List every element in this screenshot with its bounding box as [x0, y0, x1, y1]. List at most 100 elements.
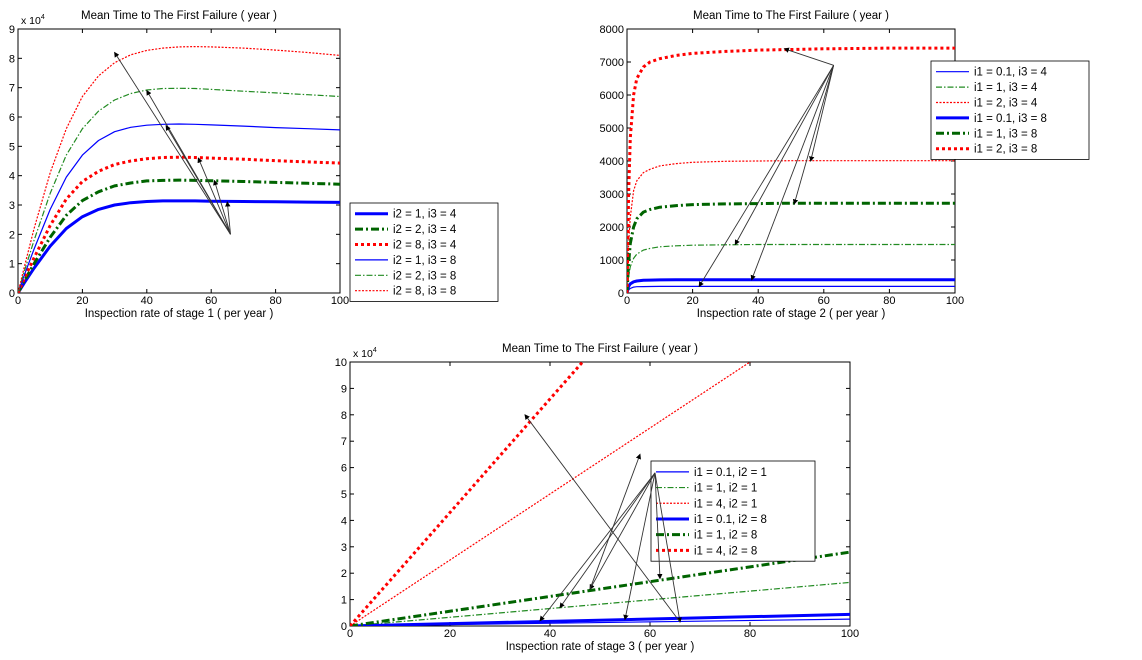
chart-1: Mean Time to The First Failure ( year ) 0… — [9, 10, 499, 320]
series-line-4 — [350, 612, 850, 626]
legend-label: i2 = 2, i3 = 8 — [393, 270, 456, 282]
series-line-4 — [18, 123, 340, 293]
x-tick-label: 60 — [644, 628, 656, 640]
y-tick-label: 0 — [9, 288, 15, 300]
plot-frame — [17, 28, 341, 294]
series-group — [627, 46, 955, 293]
legend-label: i1 = 0.1, i3 = 8 — [974, 113, 1047, 125]
legend-label: i2 = 8, i3 = 8 — [393, 286, 456, 298]
series-line-1 — [18, 199, 340, 293]
legend-label: i1 = 1, i3 = 4 — [974, 82, 1038, 94]
y-tick-label: 6 — [341, 463, 347, 475]
y-multiplier-base: x 10 — [21, 15, 41, 27]
legend-label: i2 = 1, i3 = 8 — [393, 255, 456, 267]
plot-frame — [626, 28, 956, 294]
y-tick-label: 5 — [9, 141, 15, 153]
legend-label: i2 = 2, i3 = 4 — [393, 224, 457, 236]
y-tick-label: 6000 — [600, 90, 624, 102]
y-tick-label: 8 — [341, 410, 347, 422]
x-tick-label: 80 — [883, 295, 895, 307]
series-group — [18, 45, 340, 293]
chart-2: Mean Time to The First Failure ( year ) 0… — [600, 10, 1090, 320]
annotation-arrow — [792, 65, 835, 205]
series-line-5 — [18, 87, 340, 293]
x-tick-label: 0 — [624, 295, 630, 307]
annotation-arrow — [750, 65, 835, 281]
x-tick-label: 20 — [444, 628, 456, 640]
x-tick-label: 80 — [269, 295, 281, 307]
x-axis-label: Inspection rate of stage 1 ( per year ) — [85, 308, 274, 320]
chart-title: Mean Time to The First Failure ( year ) — [502, 343, 698, 355]
y-tick-label: 7000 — [600, 57, 624, 69]
y-tick-label: 9 — [9, 24, 15, 36]
annotation-arrow — [654, 472, 682, 623]
x-tick-label: 100 — [841, 628, 859, 640]
annotation-arrow — [734, 65, 835, 246]
y-tick-label: 6 — [9, 112, 15, 124]
legend-label: i1 = 4, i2 = 8 — [694, 545, 757, 557]
annotation-arrow — [213, 179, 231, 235]
x-tick-label: 100 — [946, 295, 964, 307]
chart-3: Mean Time to The First Failure ( year ) 0… — [335, 343, 859, 653]
series-line-4 — [627, 278, 955, 293]
legend-box — [930, 60, 1090, 160]
annotation-arrow — [197, 157, 231, 235]
y-tick-label: 7 — [341, 436, 347, 448]
x-tick-label: 100 — [331, 295, 349, 307]
legend-label: i2 = 1, i3 = 4 — [393, 209, 457, 221]
y-tick-label: 4000 — [600, 156, 624, 168]
legend-label: i1 = 4, i2 = 1 — [694, 498, 757, 510]
series-line-2 — [350, 581, 850, 626]
x-tick-label: 40 — [141, 295, 153, 307]
annotation-arrow — [809, 65, 835, 162]
y-tick-label: 1000 — [600, 255, 624, 267]
y-tick-label: 0 — [341, 621, 347, 633]
series-line-5 — [350, 550, 850, 626]
y-tick-label: 4 — [9, 171, 15, 183]
y-tick-label: 8 — [9, 53, 15, 65]
y-tick-label: 2000 — [600, 222, 624, 234]
legend-label: i1 = 1, i2 = 8 — [694, 530, 757, 542]
annotation-arrow — [539, 472, 656, 622]
chart-title: Mean Time to The First Failure ( year ) — [693, 10, 889, 22]
series-line-6 — [350, 362, 585, 626]
legend-label: i1 = 0.1, i2 = 1 — [694, 467, 767, 479]
series-line-2 — [18, 178, 340, 293]
y-tick-label: 1 — [9, 259, 15, 271]
annotation-arrow — [623, 472, 656, 621]
x-tick-label: 40 — [544, 628, 556, 640]
x-tick-label: 60 — [205, 295, 217, 307]
series-line-6 — [627, 46, 955, 293]
series-line-3 — [350, 362, 752, 626]
y-tick-label: 7 — [9, 83, 15, 95]
legend-label: i1 = 0.1, i3 = 4 — [974, 67, 1047, 79]
series-line-5 — [627, 201, 955, 293]
legend-label: i2 = 8, i3 = 4 — [393, 240, 457, 252]
annotation-arrow — [589, 453, 641, 590]
x-tick-label: 0 — [15, 295, 21, 307]
annotation-arrow — [783, 47, 834, 66]
legend-label: i1 = 1, i2 = 1 — [694, 483, 757, 495]
x-axis-label: Inspection rate of stage 2 ( per year ) — [697, 308, 886, 320]
y-tick-label: 5 — [341, 489, 347, 501]
series-line-1 — [627, 285, 955, 293]
y-tick-label: 8000 — [600, 24, 624, 36]
x-tick-label: 20 — [76, 295, 88, 307]
y-tick-label: 3 — [9, 200, 15, 212]
annotation-arrow — [225, 201, 231, 235]
x-tick-label: 60 — [818, 295, 830, 307]
y-tick-label: 3000 — [600, 189, 624, 201]
x-tick-label: 0 — [347, 628, 353, 640]
legend-box — [650, 460, 816, 562]
x-axis-label: Inspection rate of stage 3 ( per year ) — [506, 641, 695, 653]
y-tick-label: 9 — [341, 383, 347, 395]
x-tick-label: 80 — [744, 628, 756, 640]
series-group — [350, 362, 850, 626]
series-line-2 — [627, 243, 955, 293]
y-multiplier-base: x 10 — [353, 348, 373, 360]
annotation-arrow — [114, 51, 231, 235]
annotation-arrow — [524, 414, 681, 623]
y-tick-label: 3 — [341, 542, 347, 554]
x-tick-label: 40 — [752, 295, 764, 307]
legend-box — [349, 202, 499, 302]
